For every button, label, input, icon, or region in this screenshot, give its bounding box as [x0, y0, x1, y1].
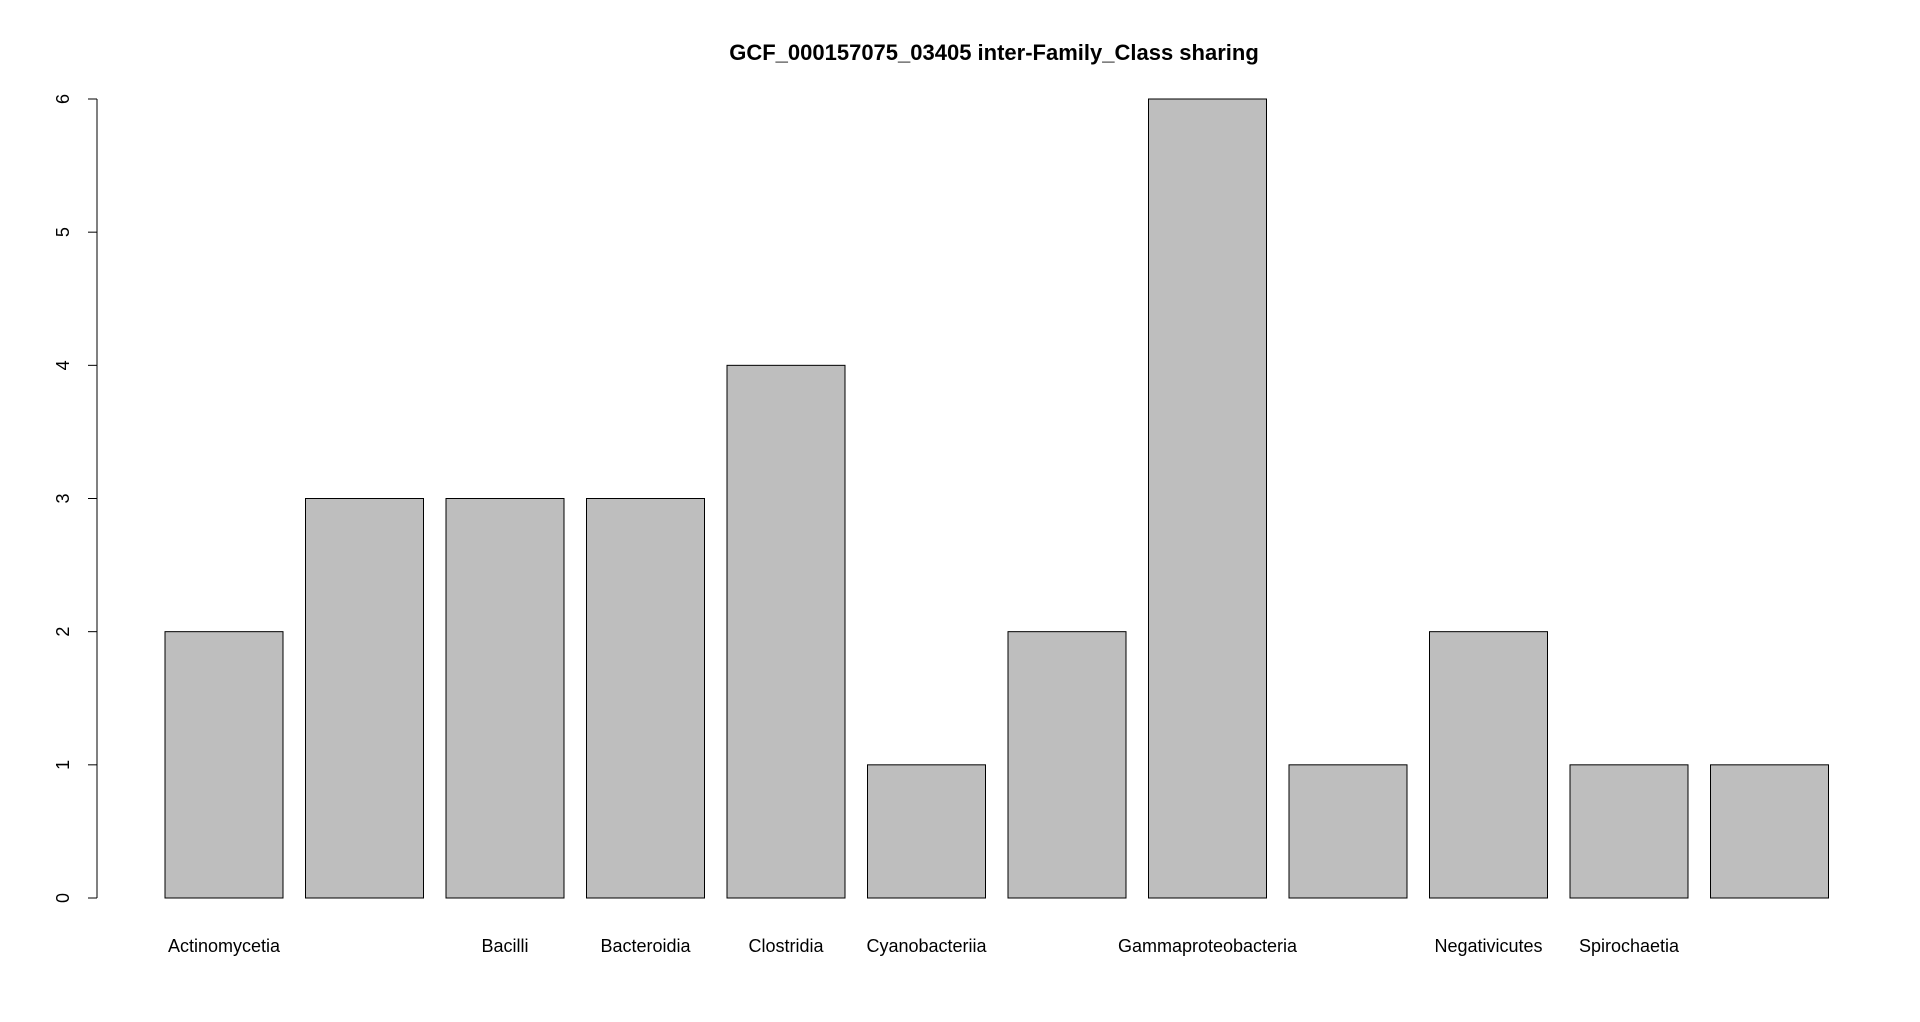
y-tick-label: 5: [53, 227, 73, 237]
bar: [1007, 631, 1127, 899]
bar: [305, 498, 424, 899]
bar: [1710, 764, 1829, 899]
bar: [726, 364, 846, 899]
y-tick-label: 2: [53, 627, 73, 637]
bar: [164, 631, 284, 899]
x-category-label: Clostridia: [748, 936, 824, 956]
x-category-label: Gammaproteobacteria: [1118, 936, 1298, 956]
bar: [1429, 631, 1548, 899]
x-category-label: Negativicutes: [1434, 936, 1542, 956]
y-tick-label: 6: [53, 94, 73, 104]
bars-group: [164, 98, 1829, 899]
bar: [867, 764, 986, 899]
y-tick-label: 3: [53, 493, 73, 503]
category-labels: Actinomycetia Bacilli Bacteroidia Clostridi…: [168, 936, 1680, 956]
y-tick-label: 4: [53, 360, 73, 370]
bar: [445, 498, 565, 899]
bar: [1569, 764, 1689, 899]
x-category-label: Bacilli: [481, 936, 528, 956]
x-category-label: Bacteroidia: [600, 936, 691, 956]
y-tick-label: 1: [53, 760, 73, 770]
bar: [586, 498, 705, 899]
y-tick-label: 0: [53, 893, 73, 903]
x-category-label: Spirochaetia: [1579, 936, 1680, 956]
bar: [1288, 764, 1408, 899]
x-category-label: Cyanobacteriia: [866, 936, 987, 956]
y-axis: 0 1 2 3 4 5 6: [53, 94, 98, 903]
chart-title: GCF_000157075_03405 inter-Family_Class s…: [729, 40, 1259, 65]
x-category-label: Actinomycetia: [168, 936, 281, 956]
bar: [1148, 98, 1267, 899]
